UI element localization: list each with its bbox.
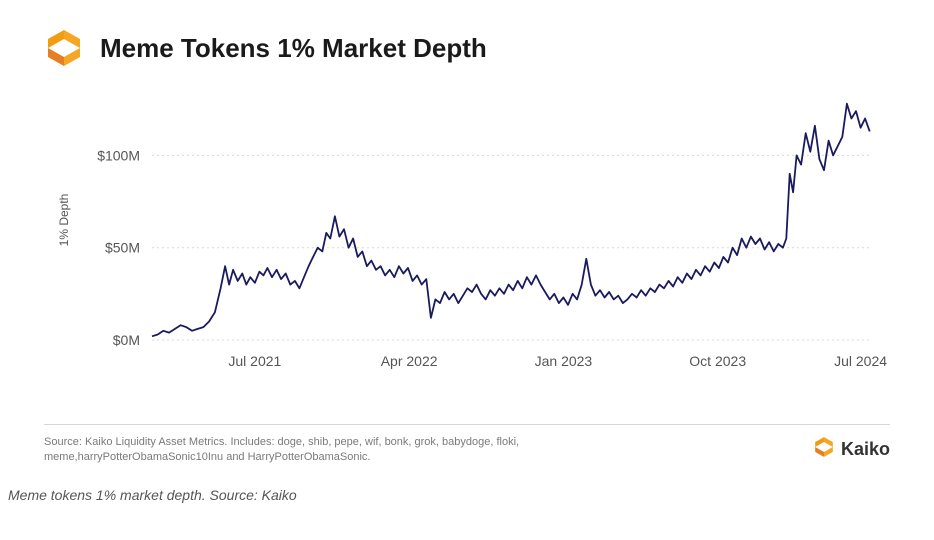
footer-separator: [44, 424, 890, 425]
svg-text:1% Depth: 1% Depth: [57, 194, 71, 247]
footer: Source: Kaiko Liquidity Asset Metrics. I…: [44, 435, 890, 465]
kaiko-logo-icon: [44, 28, 84, 68]
svg-text:Oct 2023: Oct 2023: [689, 353, 746, 369]
caption: Meme tokens 1% market depth. Source: Kai…: [0, 477, 934, 503]
chart: $0M $50M $100M 1% Depth Jul 2021 Apr 2022 Jan …: [44, 90, 890, 390]
svg-text:$50M: $50M: [105, 240, 140, 256]
svg-text:Jul 2021: Jul 2021: [228, 353, 281, 369]
svg-text:Jan 2023: Jan 2023: [535, 353, 593, 369]
source-text: Source: Kaiko Liquidity Asset Metrics. I…: [44, 435, 684, 465]
svg-text:Jul 2024: Jul 2024: [834, 353, 887, 369]
chart-card: Meme Tokens 1% Market Depth $0M $50M $100M…: [0, 0, 934, 477]
kaiko-logo-icon: [813, 436, 835, 463]
svg-text:$100M: $100M: [97, 147, 140, 163]
header: Meme Tokens 1% Market Depth: [44, 28, 890, 68]
svg-text:$0M: $0M: [113, 332, 140, 348]
footer-brand-text: Kaiko: [841, 439, 890, 460]
chart-title: Meme Tokens 1% Market Depth: [100, 33, 487, 64]
chart-svg: $0M $50M $100M 1% Depth Jul 2021 Apr 2022 Jan …: [44, 90, 890, 390]
footer-brand: Kaiko: [813, 436, 890, 463]
svg-text:Apr 2022: Apr 2022: [381, 353, 438, 369]
